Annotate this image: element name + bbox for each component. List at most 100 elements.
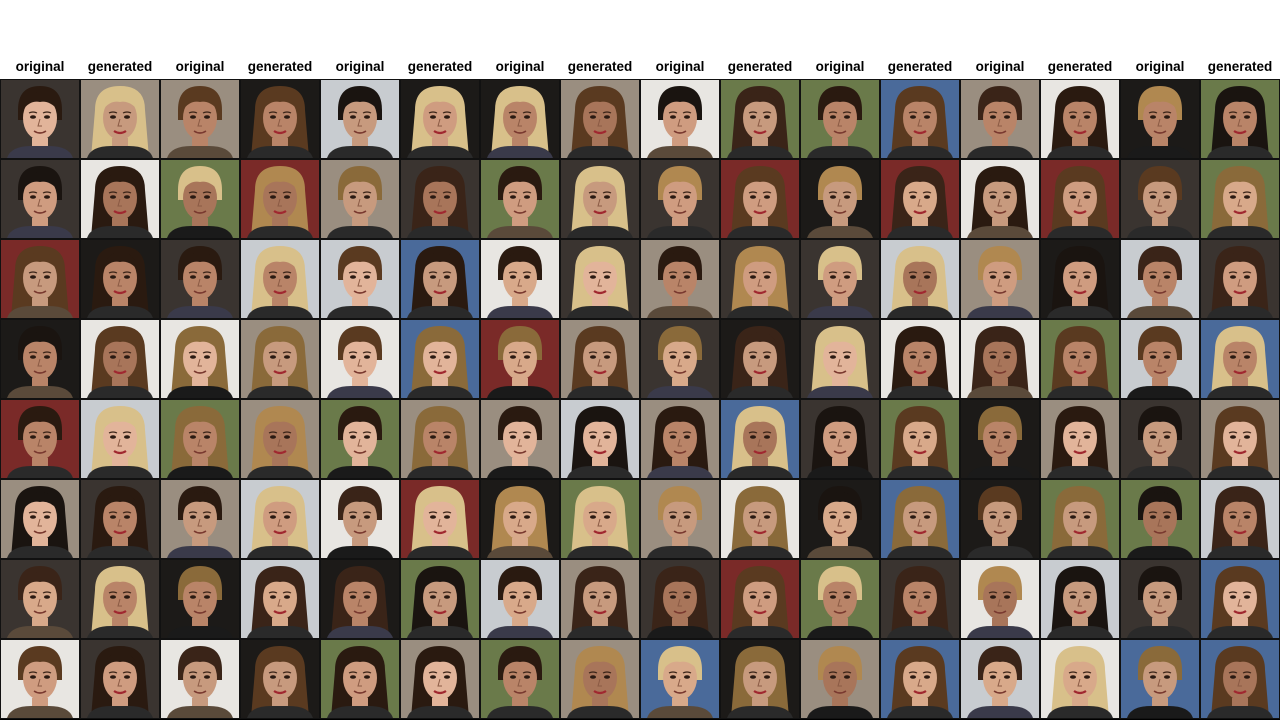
face-portrait-graphic (801, 400, 879, 478)
generated-face-image (720, 399, 800, 479)
original-face-image (320, 239, 400, 319)
face-portrait-graphic (561, 160, 639, 238)
original-face-image (1120, 639, 1200, 719)
generated-face-image (80, 559, 160, 639)
generated-face-image (1040, 319, 1120, 399)
face-portrait-graphic (1041, 240, 1119, 318)
face-portrait-graphic (401, 400, 479, 478)
face-portrait-graphic (1041, 160, 1119, 238)
original-face-image (0, 399, 80, 479)
column-label-generated: generated (887, 59, 953, 74)
face-portrait-graphic (321, 80, 399, 158)
column-label-generated: generated (1047, 59, 1113, 74)
face-portrait-graphic (881, 640, 959, 718)
face-portrait-graphic (881, 560, 959, 638)
face-portrait-graphic (481, 400, 559, 478)
face-portrait-graphic (881, 240, 959, 318)
face-portrait-graphic (1201, 640, 1279, 718)
original-face-image (160, 639, 240, 719)
face-portrait-graphic (561, 320, 639, 398)
generated-face-image (80, 399, 160, 479)
column-label-original: original (335, 59, 385, 74)
original-face-image (800, 79, 880, 159)
generated-face-image (880, 79, 960, 159)
original-face-image (1120, 399, 1200, 479)
face-portrait-graphic (401, 80, 479, 158)
column-label-original: original (495, 59, 545, 74)
generated-face-image (1200, 239, 1280, 319)
face-portrait-graphic (641, 560, 719, 638)
original-face-image (480, 559, 560, 639)
original-face-image (800, 399, 880, 479)
original-face-image (960, 639, 1040, 719)
face-portrait-graphic (1121, 640, 1199, 718)
original-face-image (160, 319, 240, 399)
column-label-generated: generated (407, 59, 473, 74)
face-portrait-graphic (401, 160, 479, 238)
original-face-image (480, 159, 560, 239)
face-portrait-graphic (81, 400, 159, 478)
column-label-generated: generated (1207, 59, 1273, 74)
face-portrait-graphic (81, 320, 159, 398)
face-portrait-graphic (401, 480, 479, 558)
face-portrait-graphic (241, 480, 319, 558)
face-portrait-graphic (801, 80, 879, 158)
generated-face-image (1200, 479, 1280, 559)
face-portrait-graphic (481, 80, 559, 158)
original-face-image (640, 399, 720, 479)
original-face-image (320, 159, 400, 239)
generated-face-image (1200, 399, 1280, 479)
face-portrait-graphic (1, 400, 79, 478)
face-portrait-graphic (961, 560, 1039, 638)
generated-face-image (400, 159, 480, 239)
column-label-original: original (655, 59, 705, 74)
generated-face-image (80, 319, 160, 399)
original-face-image (640, 159, 720, 239)
original-face-image (0, 559, 80, 639)
generated-face-image (720, 479, 800, 559)
generated-face-image (400, 639, 480, 719)
original-face-image (800, 159, 880, 239)
column-label-original: original (15, 59, 65, 74)
face-image-grid (0, 79, 1280, 720)
column-header-row: original generated original generated or… (0, 56, 1280, 78)
original-face-image (960, 79, 1040, 159)
face-portrait-graphic (561, 480, 639, 558)
face-portrait-graphic (161, 240, 239, 318)
original-face-image (320, 559, 400, 639)
face-portrait-graphic (1121, 400, 1199, 478)
face-portrait-graphic (161, 480, 239, 558)
original-face-image (1120, 319, 1200, 399)
face-portrait-graphic (161, 560, 239, 638)
original-face-image (320, 479, 400, 559)
original-face-image (640, 319, 720, 399)
original-face-image (1120, 559, 1200, 639)
face-portrait-graphic (1201, 240, 1279, 318)
original-face-image (960, 479, 1040, 559)
generated-face-image (880, 319, 960, 399)
column-label-original: original (815, 59, 865, 74)
column-label-generated: generated (567, 59, 633, 74)
generated-face-image (400, 559, 480, 639)
face-portrait-graphic (241, 400, 319, 478)
generated-face-image (400, 79, 480, 159)
face-portrait-graphic (641, 320, 719, 398)
original-face-image (0, 319, 80, 399)
original-face-image (480, 319, 560, 399)
face-portrait-graphic (961, 320, 1039, 398)
generated-face-image (720, 159, 800, 239)
original-face-image (0, 479, 80, 559)
original-face-image (0, 239, 80, 319)
face-portrait-graphic (481, 640, 559, 718)
generated-face-image (240, 319, 320, 399)
face-portrait-graphic (401, 560, 479, 638)
generated-face-image (1040, 79, 1120, 159)
generated-face-image (240, 479, 320, 559)
generated-face-image (720, 79, 800, 159)
original-face-image (960, 559, 1040, 639)
face-portrait-graphic (481, 240, 559, 318)
original-face-image (800, 319, 880, 399)
face-portrait-graphic (1041, 560, 1119, 638)
face-portrait-graphic (1121, 480, 1199, 558)
face-portrait-graphic (1041, 80, 1119, 158)
